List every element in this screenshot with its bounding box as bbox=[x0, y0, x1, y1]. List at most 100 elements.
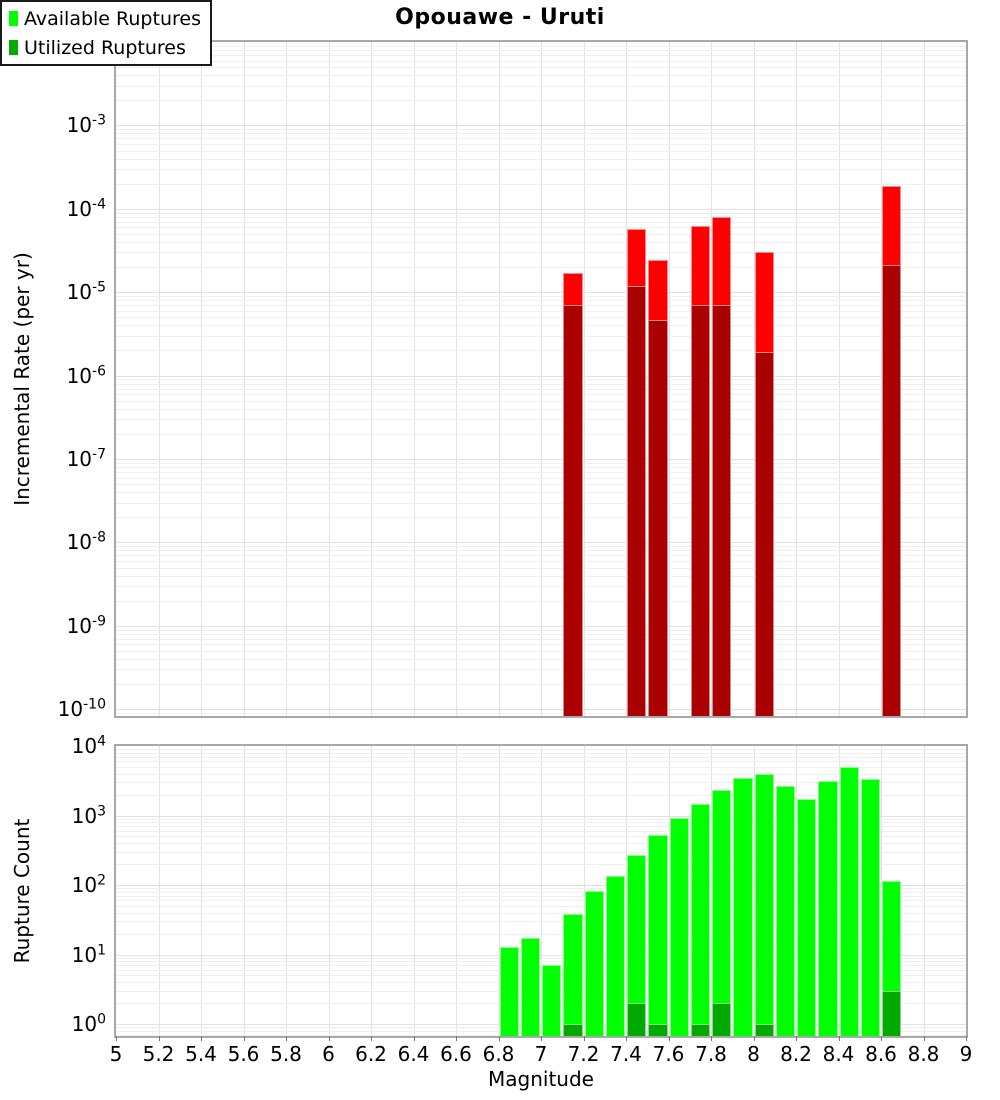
gridline-major bbox=[116, 292, 966, 294]
x-tick-label: 8.2 bbox=[780, 1042, 812, 1066]
nucleation-bar-m7.55 bbox=[648, 320, 668, 716]
gridline-minor bbox=[116, 895, 966, 897]
gridline-vertical bbox=[413, 746, 415, 1036]
legend-item-utilized-ruptures: Utilized Ruptures bbox=[9, 33, 201, 62]
gridline-minor bbox=[116, 305, 966, 307]
nucleation-bar-m7.45 bbox=[627, 285, 647, 716]
utilized-ruptures-bar-m7.75 bbox=[690, 1024, 710, 1036]
x-tick bbox=[541, 1036, 542, 1041]
gridline-vertical bbox=[923, 42, 925, 716]
x-tick bbox=[626, 1036, 627, 1041]
gridline-minor bbox=[116, 267, 966, 269]
nucleation-bar-m7.15 bbox=[563, 305, 583, 716]
gridline-minor bbox=[116, 905, 966, 907]
x-tick bbox=[796, 1036, 797, 1041]
available-ruptures-bar-m8.55 bbox=[860, 778, 880, 1036]
gridline-vertical bbox=[711, 746, 712, 1036]
gridline-minor bbox=[116, 888, 966, 890]
gridline-minor bbox=[116, 394, 966, 396]
gridline-minor bbox=[116, 1003, 966, 1005]
gridline-vertical bbox=[541, 42, 542, 716]
gridline-minor bbox=[116, 335, 966, 337]
gridline-minor bbox=[116, 891, 966, 893]
y-tick-label: 10-7 bbox=[66, 446, 106, 471]
y-tick-label: 10-5 bbox=[66, 279, 106, 305]
available-ruptures-bar-m7.55 bbox=[648, 834, 668, 1036]
legend-label-utilized-ruptures: Utilized Ruptures bbox=[24, 36, 186, 59]
x-tick-label: 5.2 bbox=[142, 1042, 175, 1066]
x-tick bbox=[838, 1036, 840, 1041]
gridline-minor bbox=[116, 133, 966, 135]
gridline-vertical bbox=[796, 746, 797, 1036]
utilized-ruptures-bar-m7.55 bbox=[648, 1024, 668, 1036]
x-tick-label: 6.6 bbox=[440, 1042, 472, 1066]
gridline-minor bbox=[116, 400, 966, 402]
gridline-minor bbox=[116, 851, 966, 853]
gridline-minor bbox=[116, 419, 966, 421]
utilized-ruptures-swatch-icon bbox=[9, 40, 18, 55]
x-tick-label: 8 bbox=[747, 1042, 760, 1066]
gridline-minor bbox=[116, 252, 966, 254]
gridline-minor bbox=[116, 379, 966, 381]
gridline-minor bbox=[116, 216, 966, 218]
rate-plot-panel bbox=[114, 40, 968, 718]
legend-ruptures: Available Ruptures Utilized Ruptures bbox=[0, 0, 212, 66]
gridline-minor bbox=[116, 1034, 966, 1036]
gridline-minor bbox=[116, 183, 966, 185]
x-tick-label: 7.8 bbox=[695, 1042, 727, 1066]
gridline-major bbox=[116, 709, 966, 711]
x-tick-label: 7 bbox=[534, 1042, 548, 1066]
x-tick-label: 6.8 bbox=[482, 1042, 515, 1066]
x-tick bbox=[881, 1036, 882, 1041]
gridline-minor bbox=[116, 1030, 966, 1032]
available-ruptures-bar-m7.05 bbox=[542, 965, 562, 1036]
x-tick-label: 9 bbox=[959, 1042, 973, 1066]
gridline-vertical bbox=[881, 746, 882, 1036]
gridline-minor bbox=[116, 100, 966, 102]
gridline-vertical bbox=[541, 746, 542, 1036]
gridline-major bbox=[116, 459, 966, 460]
gridline-minor bbox=[116, 633, 966, 635]
gridline-minor bbox=[116, 471, 966, 473]
gridline-minor bbox=[116, 921, 966, 923]
gridline-minor bbox=[116, 325, 966, 327]
gridline-minor bbox=[116, 67, 966, 69]
y-tick-label: 102 bbox=[71, 872, 106, 897]
y-tick-label: 104 bbox=[71, 733, 106, 758]
gridline-minor bbox=[116, 822, 966, 824]
gridline-minor bbox=[116, 555, 966, 557]
gridline-minor bbox=[116, 158, 966, 160]
gridline-minor bbox=[116, 492, 966, 494]
gridline-minor bbox=[116, 408, 966, 410]
gridline-minor bbox=[116, 233, 966, 235]
gridline-minor bbox=[116, 502, 966, 504]
y-tick-label: 10-9 bbox=[66, 613, 106, 638]
gridline-major bbox=[116, 208, 966, 210]
x-tick-label: 7.4 bbox=[610, 1042, 642, 1066]
gridline-vertical bbox=[371, 42, 372, 716]
gridline-minor bbox=[116, 560, 966, 562]
gridline-minor bbox=[116, 900, 966, 902]
gridline-minor bbox=[116, 600, 966, 602]
x-tick bbox=[371, 1036, 372, 1041]
gridline-minor bbox=[116, 129, 966, 131]
gridline-minor bbox=[116, 296, 966, 298]
gridline-minor bbox=[116, 484, 966, 486]
count-plot-panel bbox=[114, 744, 968, 1038]
gridline-minor bbox=[116, 517, 966, 519]
legend-label-available-ruptures: Available Ruptures bbox=[24, 7, 201, 30]
gridline-minor bbox=[116, 300, 966, 302]
gridline-vertical bbox=[753, 42, 755, 716]
gridline-vertical bbox=[158, 42, 160, 716]
y-tick-label: 10-6 bbox=[66, 362, 106, 388]
gridline-minor bbox=[116, 383, 966, 385]
x-tick bbox=[201, 1036, 202, 1041]
x-tick bbox=[711, 1036, 712, 1041]
x-tick bbox=[498, 1036, 500, 1041]
gridline-minor bbox=[116, 975, 966, 977]
x-tick-label: 8.6 bbox=[865, 1042, 897, 1066]
gridline-vertical bbox=[498, 42, 500, 716]
x-tick bbox=[158, 1036, 160, 1041]
gridline-minor bbox=[116, 477, 966, 479]
y-tick-label: 10-10 bbox=[57, 696, 106, 722]
